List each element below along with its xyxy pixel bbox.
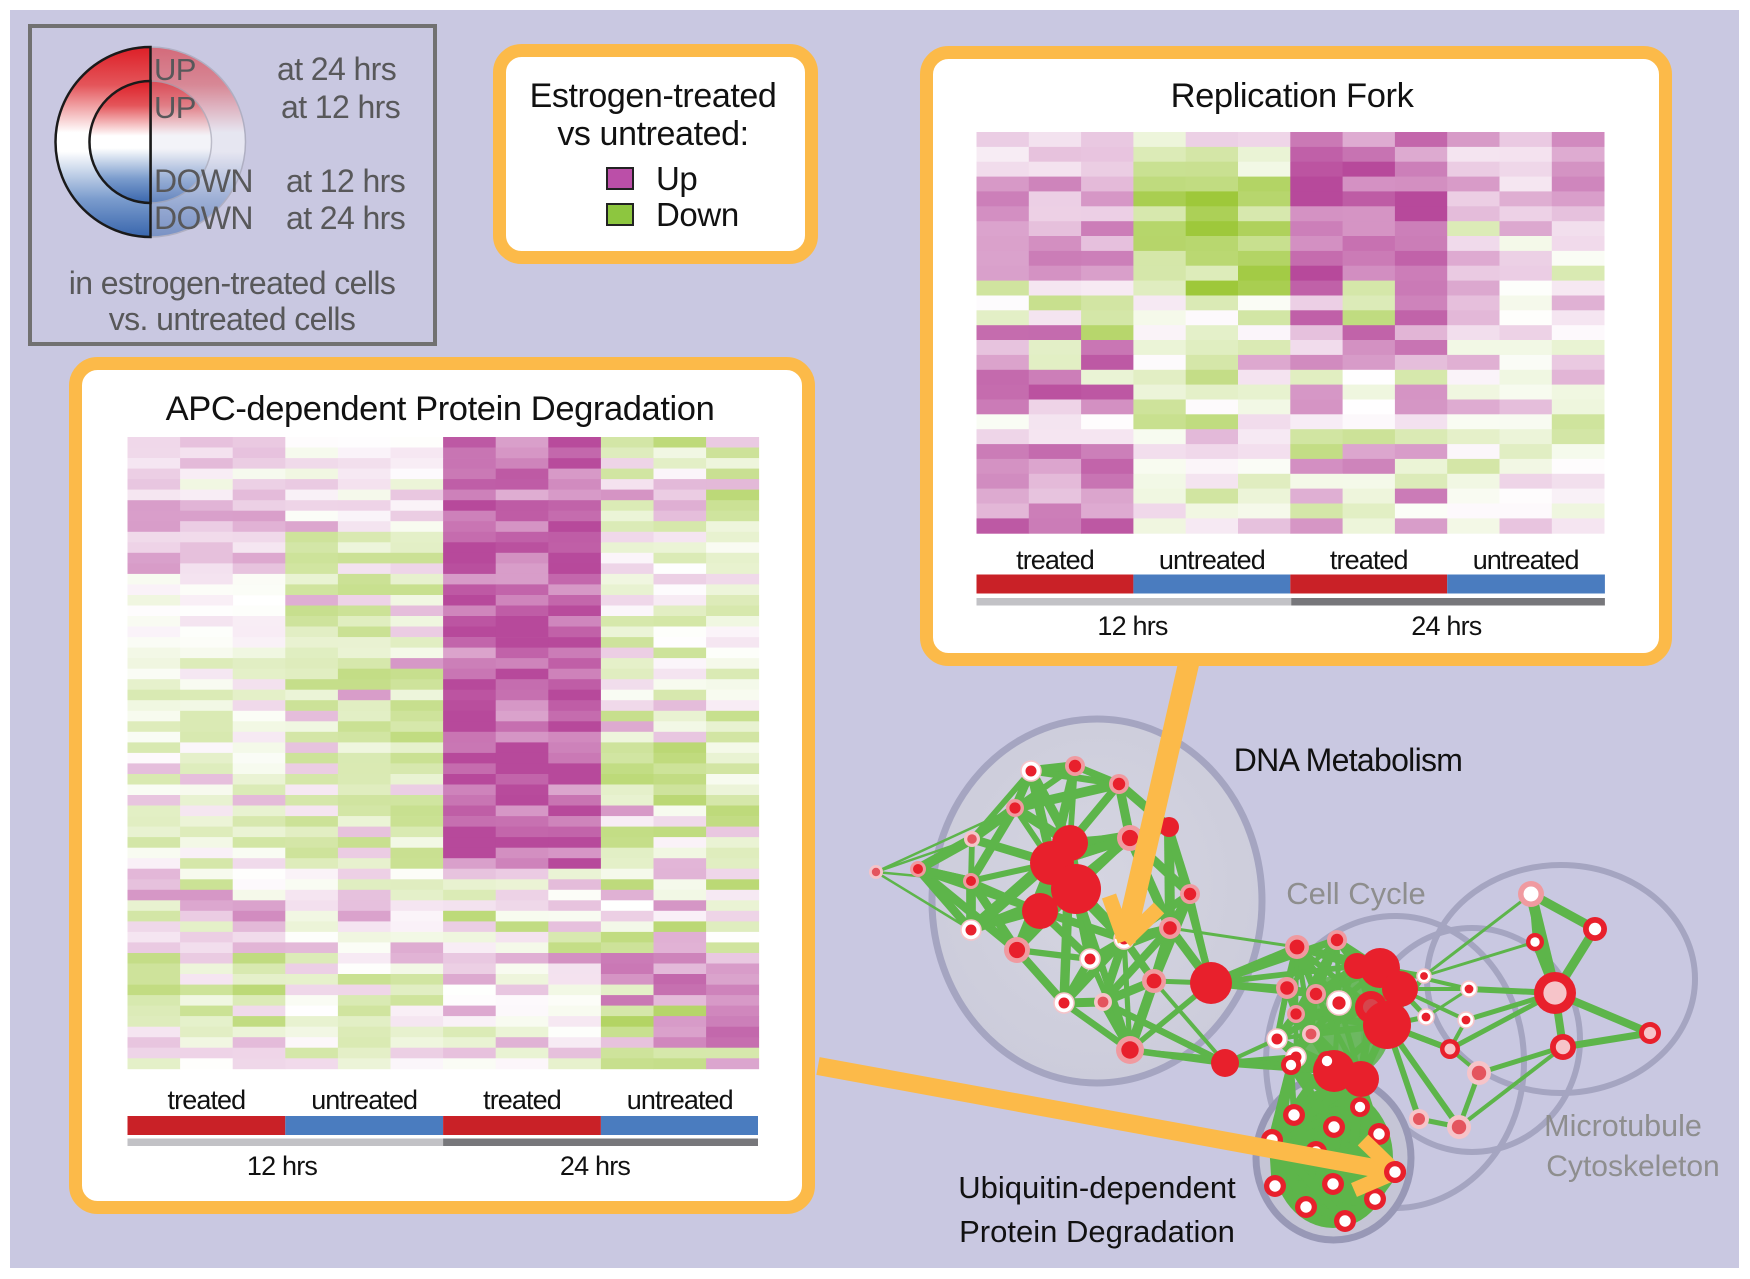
svg-text:Up: Up xyxy=(656,160,697,197)
svg-text:untreated: untreated xyxy=(627,1085,733,1115)
svg-text:untreated: untreated xyxy=(1473,545,1579,575)
svg-text:untreated: untreated xyxy=(1159,545,1265,575)
svg-text:Down: Down xyxy=(656,196,739,233)
svg-text:treated: treated xyxy=(168,1085,246,1115)
svg-text:UP: UP xyxy=(154,52,196,87)
svg-text:Replication Fork: Replication Fork xyxy=(1171,77,1415,115)
svg-text:untreated: untreated xyxy=(311,1085,417,1115)
svg-text:treated: treated xyxy=(1016,545,1094,575)
svg-text:treated: treated xyxy=(1330,545,1408,575)
svg-text:at 24 hrs: at 24 hrs xyxy=(277,51,396,87)
svg-text:24 hrs: 24 hrs xyxy=(560,1151,631,1181)
svg-text:APC-dependent Protein Degradat: APC-dependent Protein Degradation xyxy=(166,390,715,428)
svg-text:12 hrs: 12 hrs xyxy=(247,1151,318,1181)
svg-text:vs. untreated cells: vs. untreated cells xyxy=(109,301,356,337)
svg-text:DOWN: DOWN xyxy=(154,163,253,199)
svg-text:Ubiquitin-dependent: Ubiquitin-dependent xyxy=(958,1170,1236,1205)
svg-text:treated: treated xyxy=(483,1085,561,1115)
svg-text:at 12 hrs: at 12 hrs xyxy=(281,89,400,125)
svg-text:12 hrs: 12 hrs xyxy=(1097,611,1168,641)
svg-text:UP: UP xyxy=(154,90,196,125)
svg-text:Microtubule: Microtubule xyxy=(1544,1109,1702,1143)
svg-text:Cytoskeleton: Cytoskeleton xyxy=(1546,1150,1719,1183)
svg-text:in estrogen-treated cells: in estrogen-treated cells xyxy=(69,265,396,301)
svg-text:Cell Cycle: Cell Cycle xyxy=(1286,876,1426,911)
svg-text:24 hrs: 24 hrs xyxy=(1411,611,1482,641)
svg-text:at 24 hrs: at 24 hrs xyxy=(286,200,405,236)
svg-text:vs untreated:: vs untreated: xyxy=(557,115,748,153)
svg-text:Estrogen-treated: Estrogen-treated xyxy=(530,77,777,115)
svg-text:at 12 hrs: at 12 hrs xyxy=(286,163,405,199)
svg-text:DOWN: DOWN xyxy=(154,200,253,236)
svg-text:DNA Metabolism: DNA Metabolism xyxy=(1234,742,1463,778)
svg-text:Protein Degradation: Protein Degradation xyxy=(959,1214,1235,1249)
